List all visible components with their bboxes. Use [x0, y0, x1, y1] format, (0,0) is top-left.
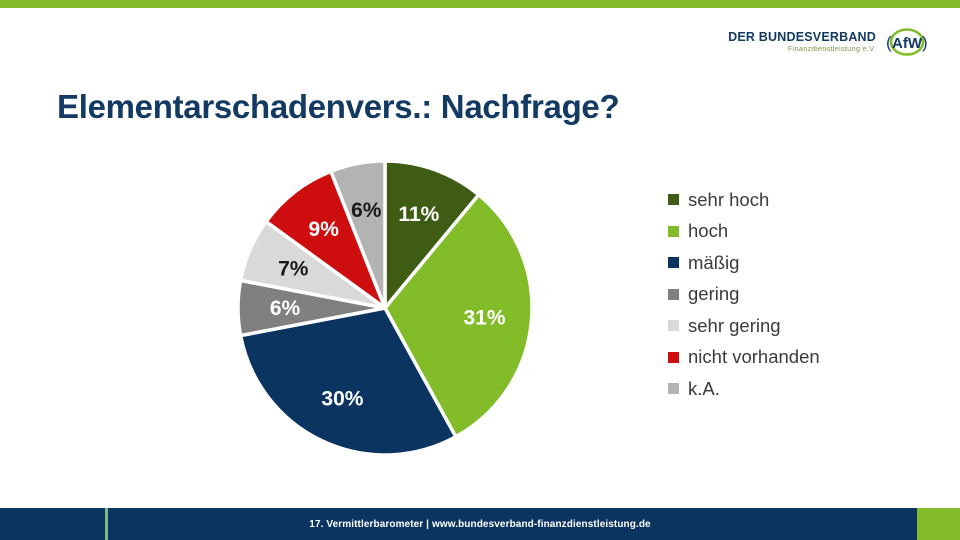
pie-value-labels: 11% 31% 30% 6% 7%9% 6% — [270, 199, 506, 411]
footer-accent-line — [105, 508, 108, 540]
pie-slice-value-label: 9% — [309, 218, 340, 241]
legend-item-label: sehr gering — [688, 314, 781, 336]
pie-slice[interactable] — [383, 159, 481, 310]
legend-item-gering[interactable]: gering — [668, 279, 918, 311]
legend-item-sehr-hoch[interactable]: sehr hoch — [668, 184, 918, 216]
top-accent-bar — [0, 0, 960, 8]
brand-logo: DER BUNDESVERBAND Finanzdienstleistung e… — [728, 22, 932, 62]
legend-item-label: nicht vorhanden — [688, 346, 820, 368]
pie-slices — [236, 159, 534, 457]
legend-item-label: mäßig — [688, 251, 740, 273]
legend-item-label: hoch — [688, 220, 729, 242]
pie-slice-value-label: 6% — [270, 297, 301, 320]
legend-swatch-icon — [668, 225, 679, 237]
footer-accent-block — [917, 508, 960, 540]
page-title: Elementarschadenvers.: Nachfrage? — [57, 88, 620, 126]
svg-text:): ) — [922, 33, 928, 52]
footer-text: 17. Vermittlerbarometer | www.bundesverb… — [309, 518, 651, 530]
pie-slice-value-label: 11% — [398, 203, 439, 226]
pie-slice[interactable] — [329, 159, 387, 310]
legend-item-hoch[interactable]: hoch — [668, 216, 918, 248]
pie-slice-value-label: 7% — [278, 257, 309, 280]
afw-logo-icon: ( ) AfW — [882, 26, 932, 58]
logo-secondary-text: Finanzdienstleistung e.V. — [787, 44, 876, 54]
svg-text:AfW: AfW — [892, 35, 923, 52]
legend-swatch-icon — [668, 257, 679, 269]
footer-bar: 17. Vermittlerbarometer | www.bundesverb… — [0, 508, 960, 540]
legend-swatch-icon — [668, 288, 679, 300]
legend-swatch-icon — [668, 320, 679, 332]
legend-item-sehr-gering[interactable]: sehr gering — [668, 310, 918, 342]
pie-slice[interactable] — [238, 306, 458, 457]
pie-slice-value-label: 30% — [321, 387, 363, 410]
legend-item-ka[interactable]: k.A. — [668, 373, 918, 405]
legend-item-label: gering — [688, 283, 740, 305]
pie-slice[interactable] — [383, 192, 534, 439]
legend-swatch-icon — [668, 351, 679, 363]
legend-swatch-icon — [668, 383, 679, 395]
legend-item-label: k.A. — [688, 377, 720, 399]
legend-item-label: sehr hoch — [688, 188, 770, 210]
legend-item-nicht-vorhanden[interactable]: nicht vorhanden — [668, 342, 918, 374]
legend-swatch-icon — [668, 194, 679, 206]
legend-item-maessig[interactable]: mäßig — [668, 247, 918, 279]
pie-slice-value-label: 31% — [464, 306, 506, 329]
svg-text:(: ( — [886, 33, 892, 52]
chart-legend: sehr hoch hoch mäßig gering sehr gering … — [668, 184, 918, 405]
pie-chart: 11% 31% 30% 6% 7% 9% 6% — [235, 158, 535, 458]
logo-text-block: DER BUNDESVERBAND Finanzdienstleistung e… — [728, 30, 876, 54]
pie-slice-value-label: 6% — [351, 199, 382, 222]
logo-primary-text: DER BUNDESVERBAND — [728, 30, 876, 44]
chart-area: 11% 31% 30% 6% 7% 9% 6% sehr hoch hoch mäßig g… — [0, 140, 960, 490]
